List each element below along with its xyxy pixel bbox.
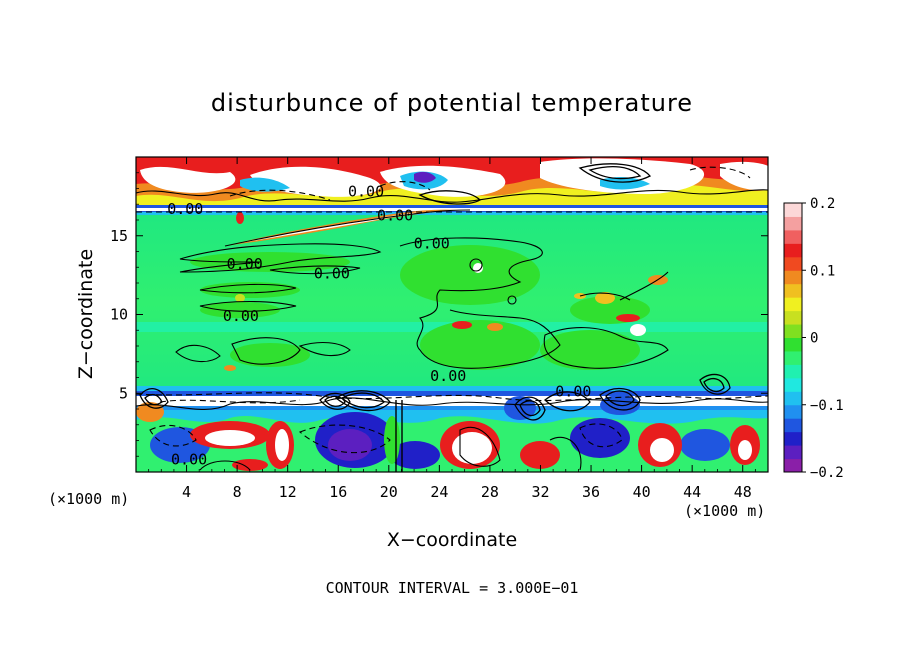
x-tick-label: 40 xyxy=(633,483,651,501)
y-axis-label: Z−coordinate xyxy=(75,249,97,379)
x-tick-label: 4 xyxy=(182,483,191,501)
colorbar-swatch xyxy=(784,229,802,244)
x-unit-left: (×1000 m) xyxy=(48,490,129,508)
middle-patches xyxy=(190,245,650,370)
chart-title: disturbunce of potential temperature xyxy=(211,89,693,117)
colorbar-swatch xyxy=(784,216,802,231)
contour-label-layer: 0.000.000.000.000.000.000.000.000.000.00 xyxy=(167,183,591,469)
colorbar-swatch xyxy=(784,418,802,433)
x-tick-label: 32 xyxy=(531,483,549,501)
colorbar-swatch xyxy=(784,431,802,446)
x-tick-label: 36 xyxy=(582,483,600,501)
colorbar-tick-label: −0.1 xyxy=(810,398,844,414)
x-axis: 4 8 12 16 20 24 28 32 36 40 44 48 xyxy=(148,157,756,501)
contour-label: 0.00 xyxy=(171,450,207,468)
lower-band xyxy=(136,386,768,410)
x-axis-label: X−coordinate xyxy=(387,529,517,551)
colorbar-swatch xyxy=(784,337,802,352)
colorbar-swatch xyxy=(784,256,802,271)
y-tick-label: 5 xyxy=(119,384,128,402)
upper-layer xyxy=(136,157,768,215)
colorbar-swatch xyxy=(784,391,802,406)
diagonal-streak xyxy=(225,209,460,246)
colorbar-swatch xyxy=(784,283,802,298)
colorbar-swatch xyxy=(784,297,802,312)
colorbar-swatch xyxy=(784,310,802,325)
contour-label: 0.00 xyxy=(414,235,450,253)
colorbar: −0.2 −0.1 0 0.1 0.2 xyxy=(783,196,844,481)
colorbar-swatch xyxy=(784,270,802,285)
contour-label: 0.00 xyxy=(348,183,384,201)
middle-speckles xyxy=(224,212,668,371)
contour-label: 0.00 xyxy=(377,206,413,224)
colorbar-tick-label: −0.2 xyxy=(810,465,844,481)
contour-label: 0.00 xyxy=(167,200,203,218)
y-axis: 5 10 15 xyxy=(110,172,768,457)
contour-label: 0.00 xyxy=(223,307,259,325)
colorbar-swatch xyxy=(784,324,802,338)
x-unit-right: (×1000 m) xyxy=(684,502,765,520)
x-tick-label: 48 xyxy=(734,483,752,501)
x-tick-label: 8 xyxy=(233,483,242,501)
contour-label: 0.00 xyxy=(314,265,350,283)
x-tick-label: 28 xyxy=(481,483,499,501)
colorbar-tick-label: 0.1 xyxy=(810,263,835,279)
y-tick-label: 15 xyxy=(110,227,128,245)
colorbar-swatch xyxy=(784,243,802,258)
colorbar-tick-label: 0 xyxy=(810,331,818,347)
colorbar-swatch xyxy=(784,377,802,392)
x-tick-label: 16 xyxy=(329,483,347,501)
lower-layer xyxy=(136,395,768,472)
colorbar-tick-label: 0.2 xyxy=(810,196,835,212)
x-tick-label: 20 xyxy=(380,483,398,501)
contour-label: 0.00 xyxy=(227,255,263,273)
contour-interval-note: CONTOUR INTERVAL = 3.000E−01 xyxy=(326,579,579,597)
colorbar-swatch xyxy=(784,364,802,379)
colorbar-swatch xyxy=(784,445,802,460)
colorbar-swatch xyxy=(784,350,802,365)
x-tick-label: 44 xyxy=(683,483,701,501)
contour-lines xyxy=(136,163,768,472)
colorbar-swatch xyxy=(784,404,802,419)
y-tick-label: 10 xyxy=(110,306,128,324)
colorbar-swatch xyxy=(784,458,802,473)
colorbar-swatch xyxy=(784,203,802,217)
x-tick-label: 12 xyxy=(279,483,297,501)
contour-label: 0.00 xyxy=(555,383,591,401)
contour-label: 0.00 xyxy=(430,367,466,385)
x-tick-label: 24 xyxy=(430,483,448,501)
